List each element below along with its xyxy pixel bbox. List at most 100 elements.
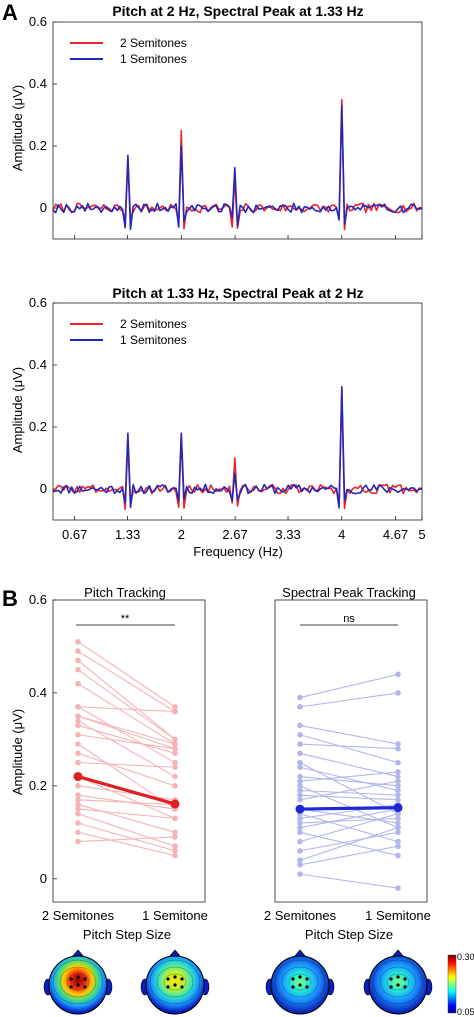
- subject-line: [299, 794, 399, 801]
- subject-point: [75, 731, 81, 738]
- subject-point: [172, 843, 178, 850]
- mean-point: [393, 803, 403, 813]
- subject-point: [172, 773, 178, 780]
- subject-point: [395, 741, 401, 747]
- x-axis-label: Pitch Step Size: [83, 927, 171, 942]
- electrode-dot: [69, 985, 73, 989]
- electrode-dot: [76, 983, 80, 987]
- subject-line: [77, 706, 176, 764]
- contour-line: [149, 959, 201, 1005]
- subject-line: [77, 715, 176, 745]
- y-tick-label: 0.2: [29, 138, 47, 153]
- legend-label: 1 Semitones: [120, 333, 187, 347]
- subject-point: [75, 639, 81, 645]
- x-tick-label: 2.67: [222, 527, 247, 542]
- subject-line: [299, 831, 399, 852]
- electrode-dot: [173, 983, 177, 987]
- subject-point: [297, 783, 303, 789]
- subject-point: [75, 713, 81, 719]
- electrode-dot: [76, 975, 80, 979]
- subject-point: [297, 778, 303, 784]
- subject-point: [297, 829, 303, 836]
- subject-line: [299, 743, 399, 750]
- subject-line: [299, 845, 399, 866]
- subject-point: [172, 834, 178, 840]
- subject-point: [172, 852, 178, 859]
- subject-point: [297, 796, 303, 803]
- spectrum-chart-top: Pitch at 2 Hz, Spectral Peak at 1.33 Hz …: [10, 3, 423, 240]
- mean-point: [170, 799, 180, 809]
- subject-point: [75, 796, 81, 803]
- series-line: [52, 392, 423, 511]
- subject-point: [395, 769, 401, 775]
- electrode-dot: [298, 975, 302, 979]
- subject-line: [77, 831, 176, 857]
- contour-line: [281, 966, 319, 998]
- subject-point: [172, 750, 178, 757]
- contour-line: [156, 966, 194, 998]
- subject-point: [75, 704, 81, 710]
- subject-point: [75, 829, 81, 836]
- subject-point: [75, 801, 81, 808]
- colorbar-gradient: [447, 954, 457, 1014]
- electrode-dot: [389, 985, 393, 989]
- panel-label-a: A: [2, 0, 18, 25]
- y-tick-label: 0: [40, 481, 47, 496]
- x-tick-label: 1 Semitone: [142, 908, 208, 923]
- subject-line: [299, 817, 399, 824]
- contour-line: [288, 973, 312, 991]
- subject-point: [75, 666, 81, 673]
- subject-line: [77, 650, 176, 712]
- subject-line: [299, 827, 399, 861]
- series-line: [52, 385, 423, 509]
- subject-point: [297, 871, 303, 877]
- subject-point: [172, 848, 178, 854]
- electrode-dot: [298, 983, 302, 987]
- subject-point: [297, 704, 303, 710]
- subject-line: [77, 836, 176, 843]
- y-tick-label: 0: [40, 871, 47, 886]
- electrode-dot: [305, 977, 309, 981]
- x-tick-label: 2: [178, 527, 185, 542]
- plot-frame: [274, 599, 428, 903]
- subject-point: [172, 815, 178, 822]
- electrode-dot: [69, 977, 73, 981]
- subject-line: [77, 683, 176, 745]
- x-tick-label: 2 Semitones: [264, 908, 337, 923]
- plot-area: 0 0.2 0.4 0.6 0.67 1.33 2 2.67 3.33 4 4.67 5: [29, 295, 426, 542]
- subject-point: [75, 680, 81, 687]
- subject-point: [297, 764, 303, 771]
- subject-point: [395, 810, 401, 817]
- subject-line: [299, 692, 399, 708]
- subject-point: [297, 722, 303, 729]
- subject-line: [77, 813, 176, 847]
- electrode-dot: [83, 977, 87, 981]
- legend-label: 1 Semitones: [120, 52, 187, 66]
- subject-line: [77, 706, 176, 713]
- panel-label-b: B: [2, 586, 18, 611]
- subject-point: [75, 810, 81, 817]
- colorbar-max-label: 0.30: [457, 952, 474, 962]
- subject-point: [297, 759, 303, 766]
- subject-line: [299, 724, 399, 745]
- x-tick-label: 0.67: [62, 527, 87, 542]
- subject-point: [395, 824, 401, 831]
- subject-point: [395, 792, 401, 798]
- x-tick-label: 4.67: [383, 527, 408, 542]
- subject-line: [77, 724, 176, 754]
- y-axis-label: Amplitude (μV): [10, 709, 25, 795]
- subject-point: [297, 741, 303, 747]
- significance-label: **: [121, 613, 130, 625]
- legend: 2 Semitones 1 Semitones: [70, 36, 187, 66]
- subject-line: [299, 789, 399, 796]
- subject-line: [77, 803, 176, 833]
- subject-line: [299, 808, 399, 829]
- electrode-dot: [180, 977, 184, 981]
- electrode-dot: [83, 985, 87, 989]
- significance-label: ns: [343, 613, 355, 625]
- subject-point: [395, 885, 401, 891]
- plot-frame: [52, 599, 206, 903]
- x-tick-label: 1 Semitone: [365, 908, 431, 923]
- pitch-tracking-chart: Pitch Tracking Amplitude (μV) 0 0.2 0.4 0.6…: [10, 585, 208, 942]
